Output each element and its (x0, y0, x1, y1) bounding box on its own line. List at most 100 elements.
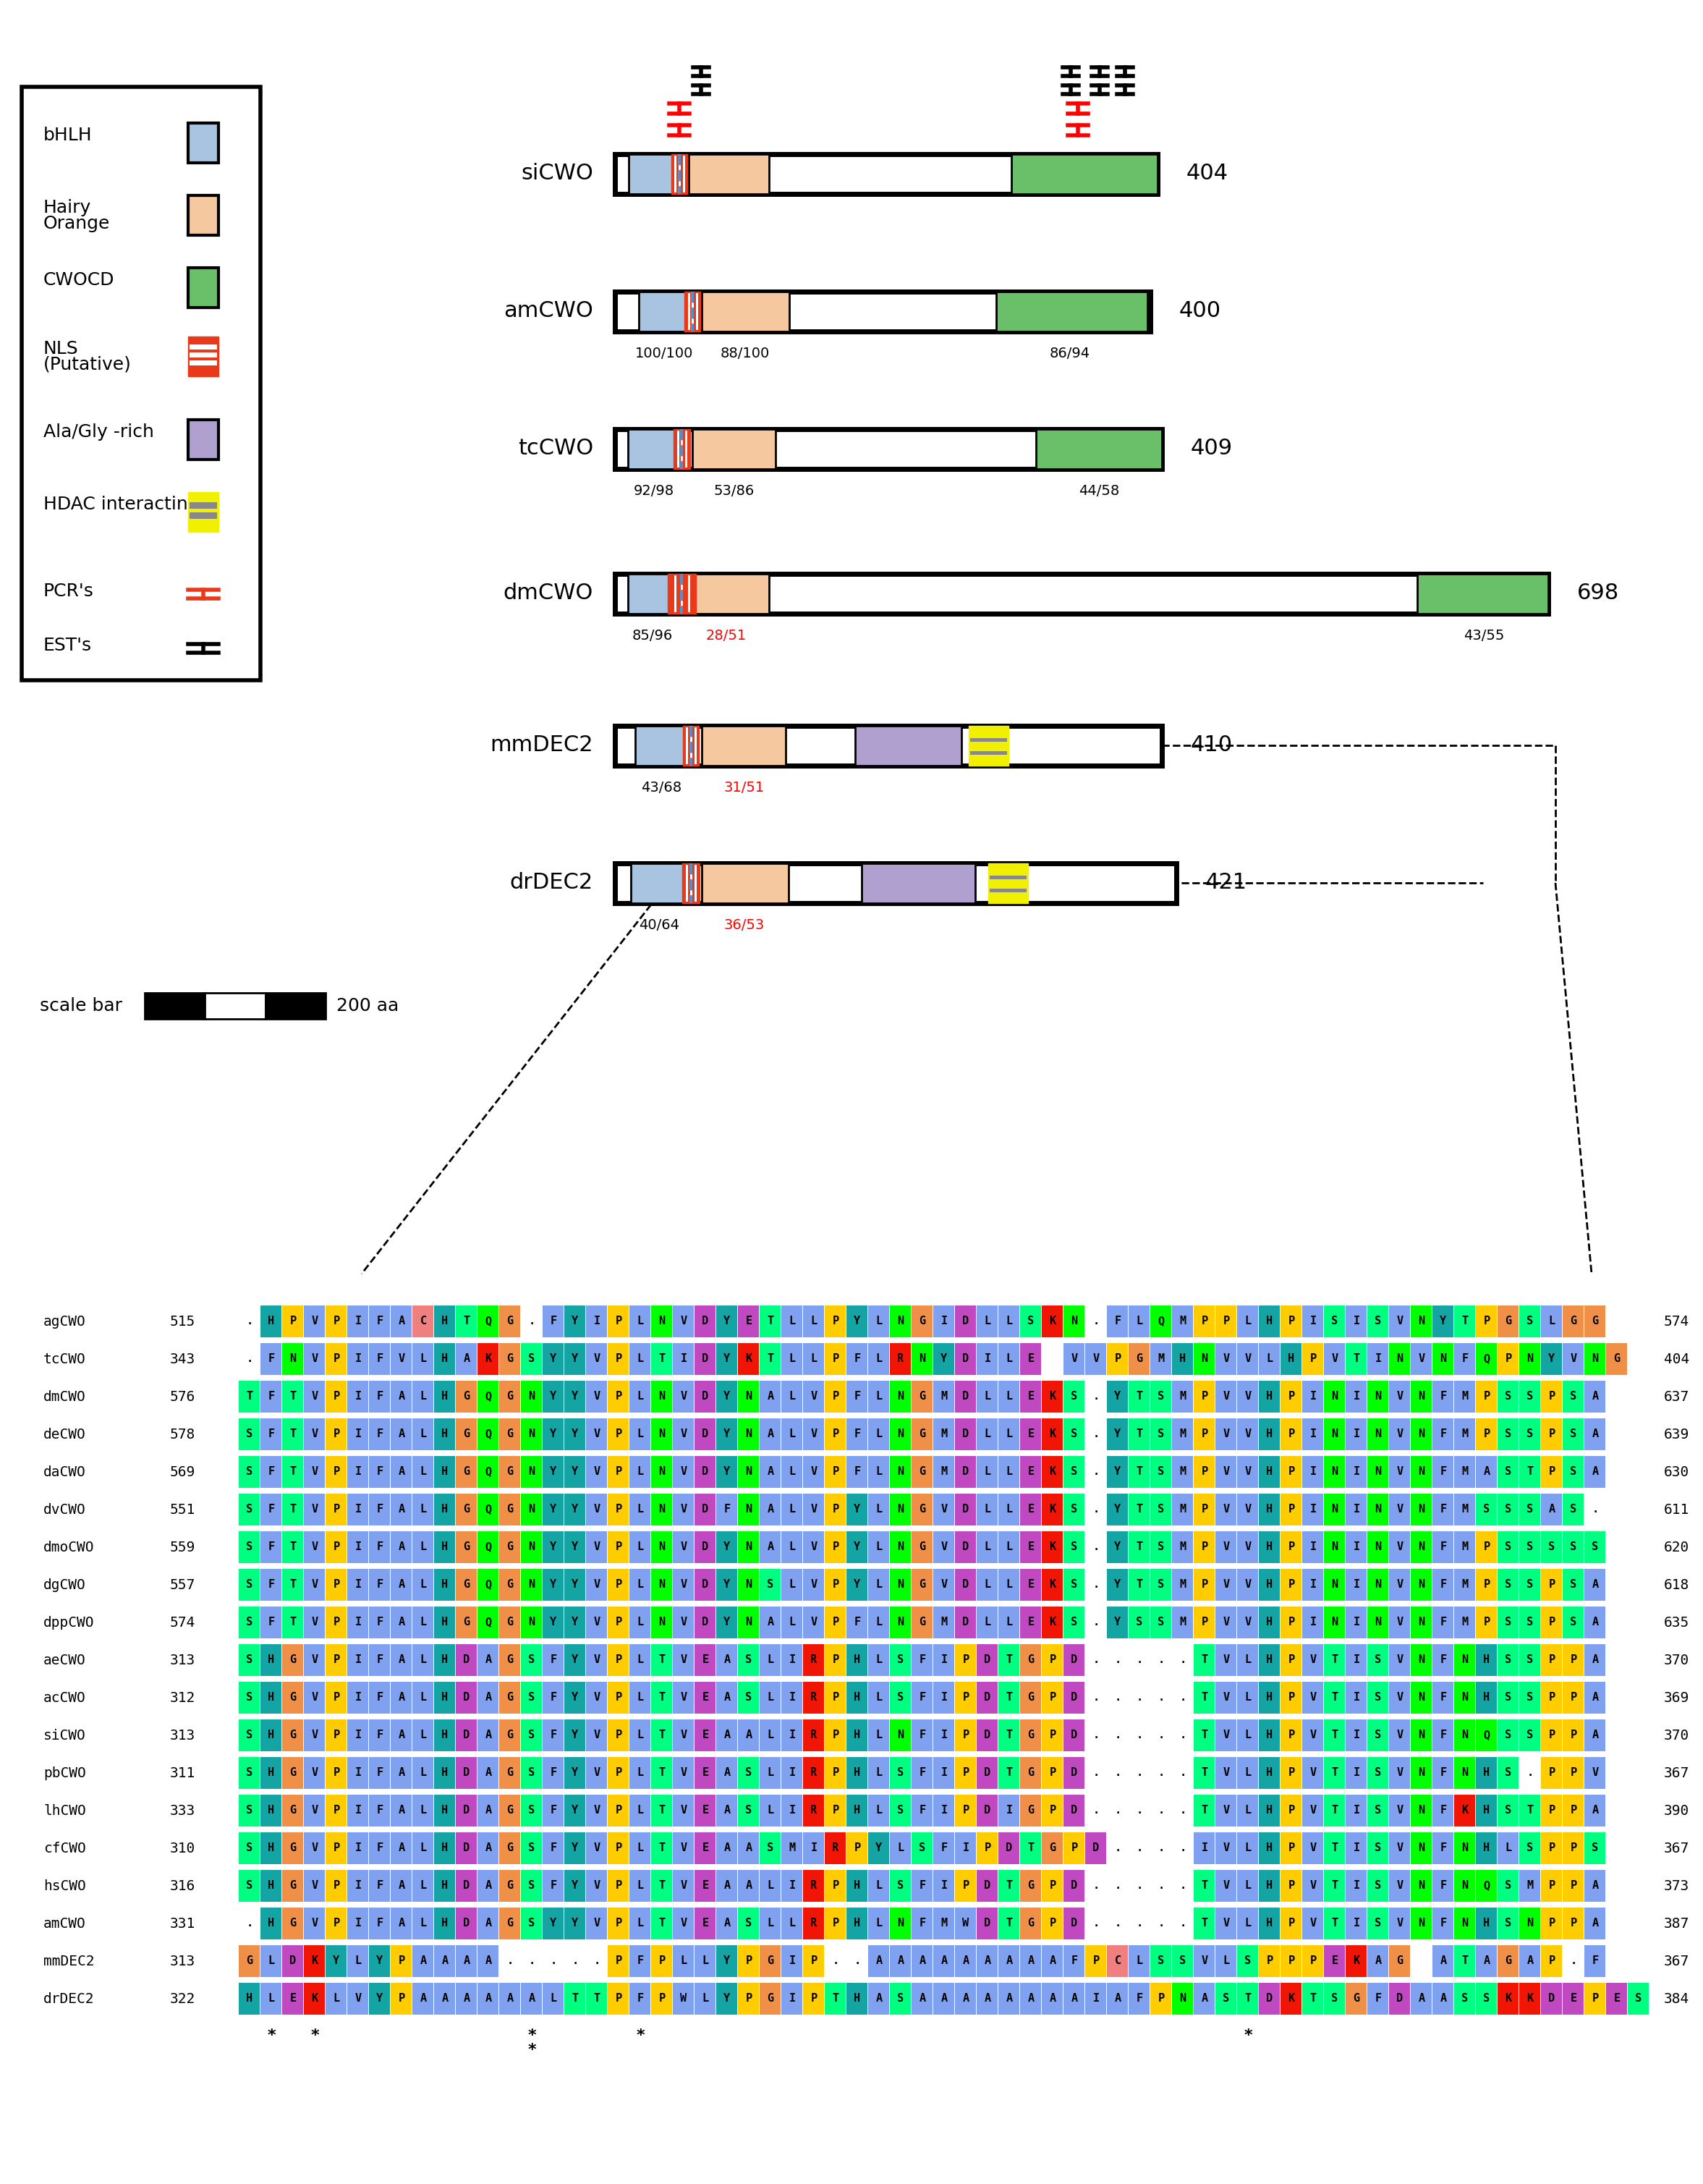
Bar (1519, 1531, 1540, 1564)
Text: L: L (811, 1317, 817, 1328)
Bar (651, 1682, 673, 1714)
Text: V: V (1310, 1918, 1316, 1928)
Bar (1454, 1983, 1475, 2014)
Text: P: P (833, 1317, 840, 1328)
Text: G: G (920, 1465, 926, 1476)
Bar (824, 1983, 846, 2014)
Text: F: F (550, 1880, 557, 1891)
Bar (499, 1719, 519, 1752)
Text: P: P (615, 1354, 622, 1365)
Bar (1477, 1417, 1497, 1450)
Bar (238, 1870, 261, 1902)
Text: V: V (312, 1918, 318, 1928)
Text: T: T (766, 1317, 773, 1328)
Bar (1497, 1907, 1519, 1939)
Bar (1259, 1380, 1279, 1413)
Bar (370, 1645, 390, 1675)
Text: A: A (724, 1806, 731, 1817)
Bar (347, 1380, 368, 1413)
Text: A: A (1419, 1994, 1425, 2005)
Bar (1042, 1682, 1063, 1714)
Bar (651, 1758, 673, 1789)
Bar (1410, 1682, 1432, 1714)
Text: F: F (550, 1767, 557, 1778)
Bar (869, 1568, 889, 1601)
Text: H: H (1267, 1655, 1272, 1666)
Bar (760, 1607, 780, 1638)
Text: D: D (1093, 1843, 1100, 1854)
Bar (695, 1306, 715, 1337)
Bar (824, 1758, 846, 1789)
Bar (1063, 1417, 1085, 1450)
Text: P: P (1505, 1354, 1512, 1365)
Bar (1107, 1306, 1127, 1337)
Bar (456, 1682, 477, 1714)
Bar (685, 430, 688, 467)
Bar (976, 1870, 998, 1902)
Text: S: S (528, 1693, 535, 1704)
Bar (1216, 1758, 1236, 1789)
Text: .: . (1093, 1542, 1100, 1553)
Bar (717, 1306, 737, 1337)
Text: N: N (659, 1317, 666, 1328)
Text: S: S (1374, 1693, 1381, 1704)
Bar (782, 1417, 802, 1450)
Text: I: I (1310, 1317, 1316, 1328)
Text: P: P (1570, 1843, 1577, 1854)
Text: P: P (399, 1955, 405, 1966)
Bar (521, 1607, 542, 1638)
Bar (1216, 1645, 1236, 1675)
Text: I: I (1354, 1616, 1359, 1627)
Bar (673, 1758, 693, 1789)
Bar (911, 1343, 933, 1376)
Bar (1477, 1758, 1497, 1789)
Text: 611: 611 (1664, 1503, 1689, 1516)
Text: P: P (962, 1767, 969, 1778)
Text: N: N (1332, 1616, 1339, 1627)
Bar (1497, 1645, 1519, 1675)
Text: V: V (811, 1428, 817, 1439)
Bar (686, 727, 688, 764)
Text: P: P (833, 1354, 840, 1365)
Bar (1063, 1907, 1085, 1939)
Text: P: P (833, 1505, 840, 1516)
Text: S: S (746, 1693, 753, 1704)
Bar (521, 1531, 542, 1564)
Bar (390, 1531, 412, 1564)
Text: V: V (1223, 1616, 1230, 1627)
Text: D: D (984, 1880, 991, 1891)
Bar (1303, 1457, 1323, 1487)
Bar (370, 1682, 390, 1714)
Text: G: G (1027, 1655, 1034, 1666)
Text: S: S (1505, 1391, 1512, 1402)
Text: L: L (788, 1391, 795, 1402)
Text: R: R (811, 1880, 817, 1891)
Bar (1345, 1607, 1366, 1638)
Text: N: N (897, 1428, 904, 1439)
Bar (1236, 1946, 1259, 1977)
Bar (1563, 1343, 1584, 1376)
Text: T: T (659, 1767, 666, 1778)
Bar (695, 1870, 715, 1902)
Text: H: H (267, 1918, 274, 1928)
Bar (1541, 1457, 1562, 1487)
Bar (695, 1719, 715, 1752)
Bar (737, 1719, 760, 1752)
Text: H: H (441, 1542, 448, 1553)
Text: dgCWO: dgCWO (43, 1577, 85, 1592)
Bar (1085, 1946, 1107, 1977)
Bar (695, 1795, 715, 1826)
Text: P: P (811, 1994, 817, 2005)
Bar (1345, 1870, 1366, 1902)
Bar (1368, 1531, 1388, 1564)
Text: S: S (1528, 1730, 1533, 1741)
Text: E: E (1570, 1994, 1577, 2005)
Bar (1584, 1457, 1606, 1487)
Text: N: N (1461, 1730, 1468, 1741)
Text: P: P (1201, 1505, 1207, 1516)
Bar (238, 1645, 261, 1675)
Text: L: L (984, 1428, 991, 1439)
Bar (1042, 1907, 1063, 1939)
Bar (1368, 1870, 1388, 1902)
Text: Y: Y (724, 1465, 731, 1476)
